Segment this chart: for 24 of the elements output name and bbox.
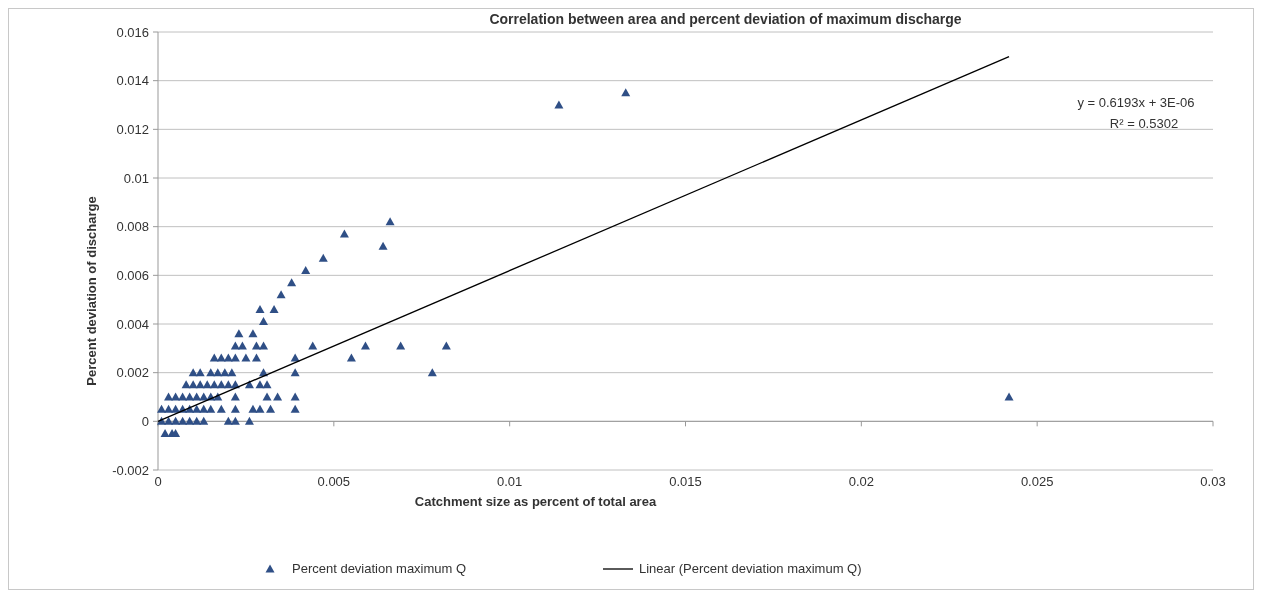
y-tick-label: 0.014 — [116, 73, 149, 89]
x-tick-label: 0.015 — [669, 474, 702, 489]
y-tick-label: 0.008 — [116, 219, 149, 235]
chart-title: Correlation between area and percent deviation of maximum discharge — [489, 11, 962, 27]
x-tick-label: 0.02 — [848, 474, 874, 489]
y-tick-label: 0.006 — [116, 267, 149, 283]
x-axis-title: Catchment size as percent of total area — [414, 494, 657, 509]
y-tick-label: -0.002 — [112, 462, 149, 478]
y-tick-label: 0 — [141, 413, 149, 429]
x-tick-label: 0 — [154, 474, 162, 489]
annotation: y = 0.6193x + 3E-06 — [1077, 95, 1195, 110]
x-tick-label: 0.025 — [1020, 474, 1054, 489]
x-tick-label: 0.03 — [1200, 474, 1226, 489]
legend-label: Percent deviation maximum Q — [292, 561, 467, 576]
legend-label: Linear (Percent deviation maximum Q) — [639, 561, 862, 576]
y-tick-label: 0.01 — [123, 170, 149, 186]
y-tick-label: 0.002 — [116, 365, 149, 381]
y-tick-label: 0.016 — [116, 24, 149, 40]
y-tick-label: 0.012 — [116, 121, 149, 137]
x-tick-label: 0.005 — [317, 474, 351, 489]
y-axis-title: Percent deviation of discharge — [84, 196, 99, 386]
annotation: R² = 0.5302 — [1109, 116, 1179, 131]
x-tick-label: 0.01 — [497, 474, 523, 489]
y-tick-label: 0.004 — [116, 316, 149, 332]
